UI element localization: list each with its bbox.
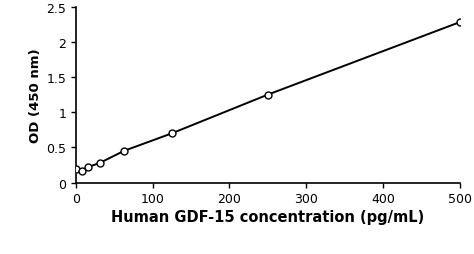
Point <box>96 161 104 165</box>
Point <box>84 165 91 169</box>
Point <box>264 93 272 97</box>
Point <box>456 21 464 25</box>
Point <box>168 132 175 136</box>
Y-axis label: OD (450 nm): OD (450 nm) <box>29 48 42 142</box>
Point <box>78 169 86 173</box>
Point <box>120 149 128 153</box>
Point <box>72 167 80 171</box>
X-axis label: Human GDF-15 concentration (pg/mL): Human GDF-15 concentration (pg/mL) <box>111 210 424 225</box>
